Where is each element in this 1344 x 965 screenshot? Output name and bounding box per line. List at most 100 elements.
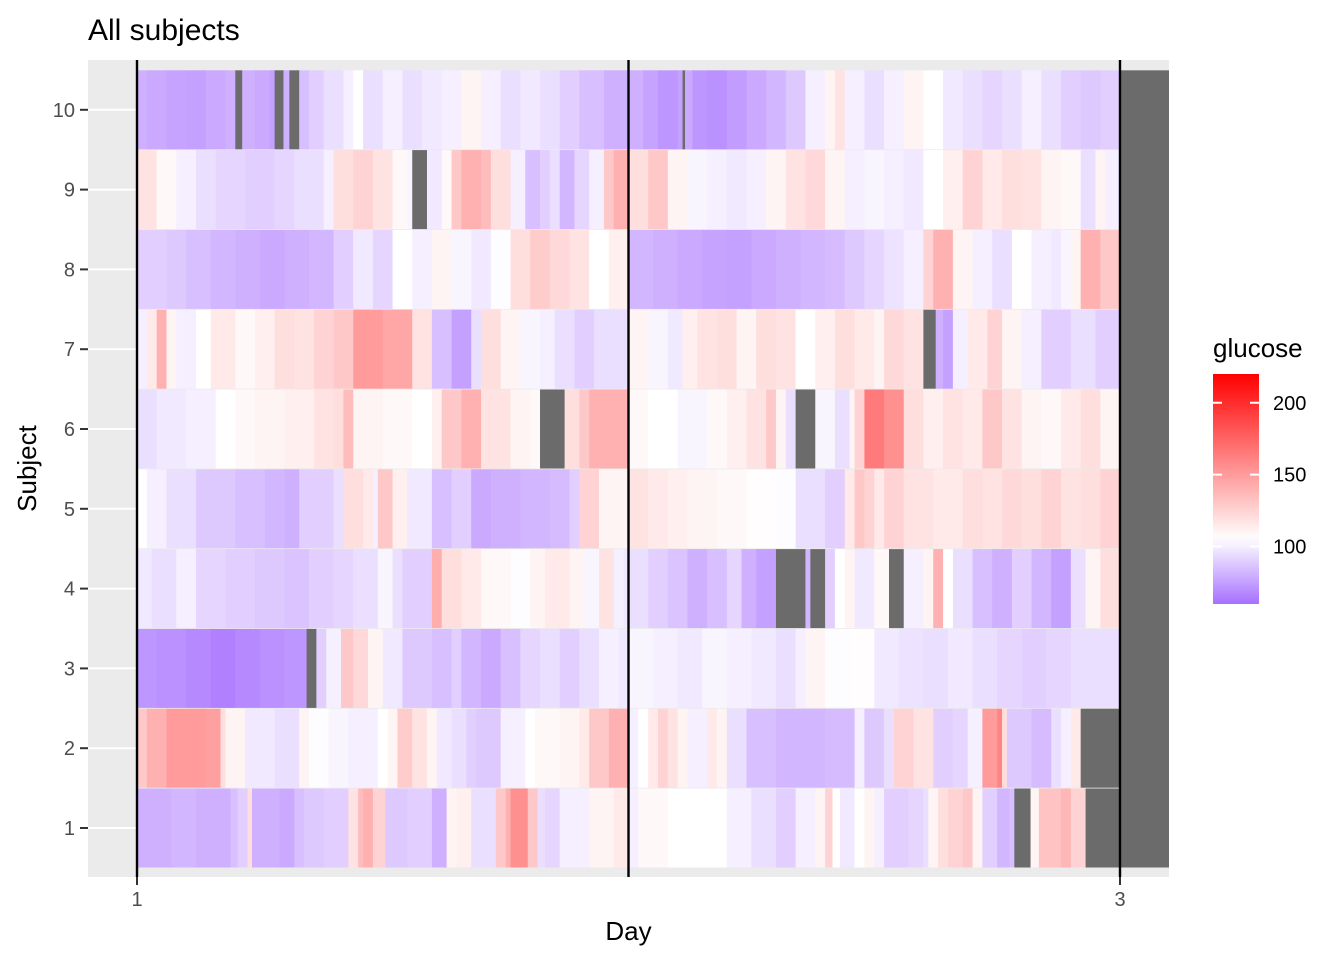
- heat-cell: [186, 70, 207, 150]
- heat-cell: [1070, 788, 1087, 868]
- heat-cell: [426, 150, 443, 230]
- heat-cell: [254, 389, 286, 469]
- heat-cell: [726, 229, 752, 309]
- heat-cell: [171, 788, 197, 868]
- heat-cell: [1100, 469, 1121, 549]
- heat-cell: [210, 229, 236, 309]
- heat-cell: [431, 469, 453, 549]
- heat-cell: [967, 309, 988, 389]
- heat-cell: [864, 229, 885, 309]
- heat-cell: [1041, 469, 1062, 549]
- heat-cell: [648, 469, 669, 549]
- heat-cell: [815, 309, 836, 389]
- heat-cell: [834, 309, 856, 389]
- heat-cell: [1061, 229, 1072, 309]
- heat-cell: [1080, 708, 1121, 788]
- heat-cell: [903, 309, 924, 389]
- heat-cell: [579, 70, 605, 150]
- heat-cell: [166, 309, 177, 389]
- heat-cell: [137, 788, 173, 868]
- heat-cell: [186, 229, 212, 309]
- heat-cell: [1051, 229, 1062, 309]
- heat-cell: [426, 708, 438, 788]
- heat-cell: [377, 469, 394, 549]
- heat-cell: [299, 70, 310, 150]
- heat-cell: [982, 70, 1003, 150]
- y-axis-label: Subject: [12, 424, 42, 511]
- y-tick-label: 3: [64, 658, 75, 680]
- heat-cell: [205, 70, 227, 150]
- heat-cell: [775, 309, 797, 389]
- heat-cell: [962, 788, 974, 868]
- heat-cell: [775, 549, 807, 629]
- heat-cell: [574, 150, 590, 230]
- heat-cell: [933, 708, 954, 788]
- heat-cell: [466, 708, 477, 788]
- heat-cell: [385, 788, 408, 868]
- heat-cell: [1021, 150, 1042, 230]
- heat-cell: [166, 229, 187, 309]
- legend-title: glucose: [1213, 333, 1303, 363]
- heat-cell: [854, 708, 866, 788]
- heat-cell: [333, 389, 345, 469]
- heat-cell: [864, 389, 885, 469]
- heat-cell: [726, 389, 748, 469]
- heat-cell: [407, 788, 433, 868]
- heat-cell: [309, 549, 335, 629]
- heat-cell: [805, 549, 811, 629]
- heat-cell: [1105, 150, 1121, 230]
- heat-cell: [702, 229, 728, 309]
- heat-cell: [500, 708, 526, 788]
- heat-cell: [569, 549, 585, 629]
- heat-cell: [461, 389, 482, 469]
- heat-cell: [599, 469, 630, 549]
- heat-cell: [323, 150, 335, 230]
- heat-cell: [825, 469, 846, 549]
- heat-cell: [215, 389, 236, 469]
- heat-cell: [471, 469, 492, 549]
- heat-cell: [648, 708, 659, 788]
- heat-cell: [137, 708, 148, 788]
- heat-cell: [834, 549, 846, 629]
- heat-cell: [540, 150, 551, 230]
- heat-cell: [304, 788, 325, 868]
- heat-cell: [1095, 150, 1106, 230]
- heat-cell: [844, 549, 856, 629]
- heat-cell: [982, 708, 998, 788]
- heat-cell: [923, 309, 937, 389]
- heat-cell: [825, 708, 856, 788]
- heat-cell: [884, 70, 905, 150]
- heat-cell: [648, 549, 669, 629]
- heat-cell: [284, 549, 310, 629]
- heat-cell: [874, 628, 900, 708]
- heat-cell: [864, 469, 875, 549]
- heat-cell: [1051, 708, 1062, 788]
- heat-cell: [412, 229, 433, 309]
- heat-cell: [864, 788, 875, 868]
- heat-cell: [1080, 469, 1101, 549]
- heat-cell: [569, 229, 590, 309]
- heat-cell: [1061, 389, 1082, 469]
- heat-cell: [441, 150, 453, 230]
- heat-cell: [569, 469, 580, 549]
- heat-cell: [685, 70, 693, 150]
- legend-tick-label: 150: [1273, 465, 1306, 487]
- heat-cell: [938, 788, 949, 868]
- heat-cell: [997, 628, 1023, 708]
- heat-cell: [751, 788, 777, 868]
- heat-cell: [1051, 549, 1072, 629]
- heat-cell: [343, 70, 354, 150]
- heat-cell: [775, 628, 797, 708]
- heat-cell: [884, 309, 905, 389]
- heat-cell: [274, 150, 295, 230]
- heat-cell: [333, 229, 354, 309]
- heat-cell: [1100, 549, 1121, 629]
- heat-cell: [382, 628, 404, 708]
- legend-colorbar: [1213, 374, 1259, 604]
- heat-cell: [353, 309, 384, 389]
- heat-cell: [166, 469, 197, 549]
- heat-cell: [775, 469, 797, 549]
- heat-cell: [810, 549, 826, 629]
- heat-cell: [726, 708, 748, 788]
